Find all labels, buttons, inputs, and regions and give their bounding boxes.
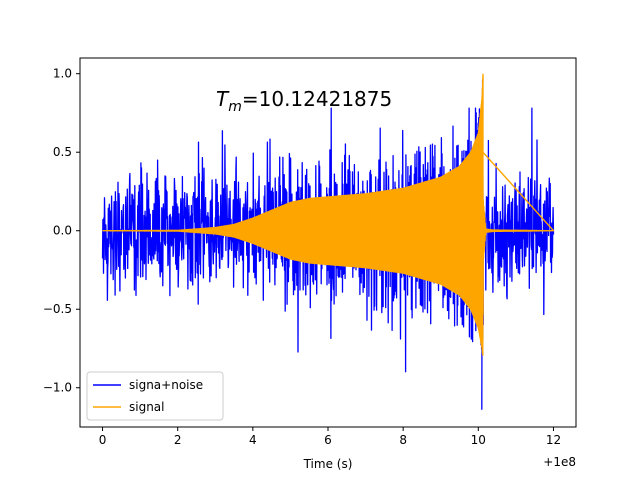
series-line-signal — [102, 73, 555, 356]
y-axis-ticks: −1.0 −0.5 0.0 0.5 1.0 — [43, 67, 80, 395]
y-tick-label: 0.0 — [53, 224, 72, 238]
x-tick-label: 6 — [324, 433, 332, 447]
y-tick-label: −1.0 — [43, 381, 72, 395]
y-tick-label: −0.5 — [43, 302, 72, 316]
tm-subscript: m — [228, 99, 242, 115]
x-axis-label: Time (s) — [303, 457, 353, 471]
legend-label-signal: signal — [129, 400, 165, 414]
x-tick-label: 2 — [174, 433, 182, 447]
x-tick-label: 0 — [99, 433, 107, 447]
y-tick-label: 1.0 — [53, 67, 72, 81]
tm-symbol: T — [216, 87, 230, 111]
x-offset-label: +1e8 — [543, 455, 576, 469]
legend-label-signal-noise: signa+noise — [129, 378, 203, 392]
x-axis-ticks: 0 2 4 6 8 10 12 — [99, 427, 561, 447]
x-tick-label: 10 — [471, 433, 486, 447]
plot-series-layer — [101, 73, 555, 410]
x-tick-label: 12 — [546, 433, 561, 447]
legend-box — [86, 371, 224, 421]
tm-value: =10.12421875 — [242, 87, 392, 111]
tm-annotation: Tm=10.12421875 — [216, 87, 392, 115]
x-tick-label: 8 — [399, 433, 407, 447]
legend: signa+noise signal — [86, 371, 224, 421]
y-tick-label: 0.5 — [53, 145, 72, 159]
x-tick-label: 4 — [249, 433, 257, 447]
